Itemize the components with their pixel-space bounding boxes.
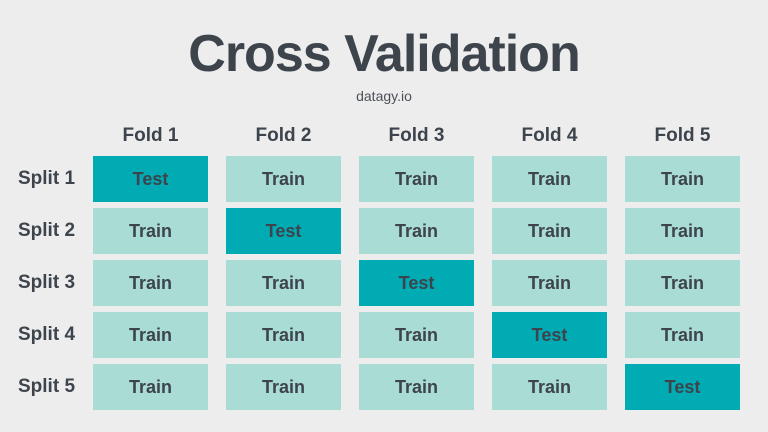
grid-cell: Train — [359, 312, 474, 358]
grid-cell: Train — [625, 312, 740, 358]
grid-cell: Train — [226, 312, 341, 358]
grid-cell: Train — [93, 312, 208, 358]
grid-cell: Train — [625, 208, 740, 254]
grid-cell: Test — [625, 364, 740, 410]
grid-cell: Train — [492, 208, 607, 254]
split-label: Split 1 — [18, 168, 76, 189]
grid-cell: Train — [359, 364, 474, 410]
grid-cell: Train — [93, 208, 208, 254]
grid-cell: Test — [93, 156, 208, 202]
grid-cell: Test — [226, 208, 341, 254]
split-label: Split 3 — [18, 272, 76, 293]
grid-cell: Train — [226, 156, 341, 202]
split-label: Split 4 — [18, 324, 76, 345]
grid-cell: Train — [492, 260, 607, 306]
page-title: Cross Validation — [188, 25, 580, 83]
fold-header: Fold 4 — [521, 125, 578, 146]
grid-cell: Train — [93, 260, 208, 306]
grid-cell: Test — [359, 260, 474, 306]
fold-header: Fold 1 — [122, 125, 179, 146]
split-label: Split 2 — [18, 220, 76, 241]
fold-header: Fold 2 — [255, 125, 312, 146]
site-attribution: datagy.io — [356, 88, 412, 104]
split-label: Split 5 — [18, 376, 76, 397]
grid-cell: Train — [359, 208, 474, 254]
grid-cell: Test — [492, 312, 607, 358]
grid-cell: Train — [492, 364, 607, 410]
grid-cell: Train — [226, 260, 341, 306]
grid-corner-spacer — [18, 122, 75, 150]
grid-cell: Train — [226, 364, 341, 410]
cv-grid: Fold 1 Fold 2 Fold 3 Fold 4 Fold 5 Split 1 Tes… — [18, 122, 740, 410]
grid-cell: Train — [359, 156, 474, 202]
grid-cell: Train — [93, 364, 208, 410]
fold-header: Fold 3 — [388, 125, 445, 146]
grid-cell: Train — [625, 260, 740, 306]
fold-header: Fold 5 — [654, 125, 711, 146]
grid-cell: Train — [625, 156, 740, 202]
grid-cell: Train — [492, 156, 607, 202]
